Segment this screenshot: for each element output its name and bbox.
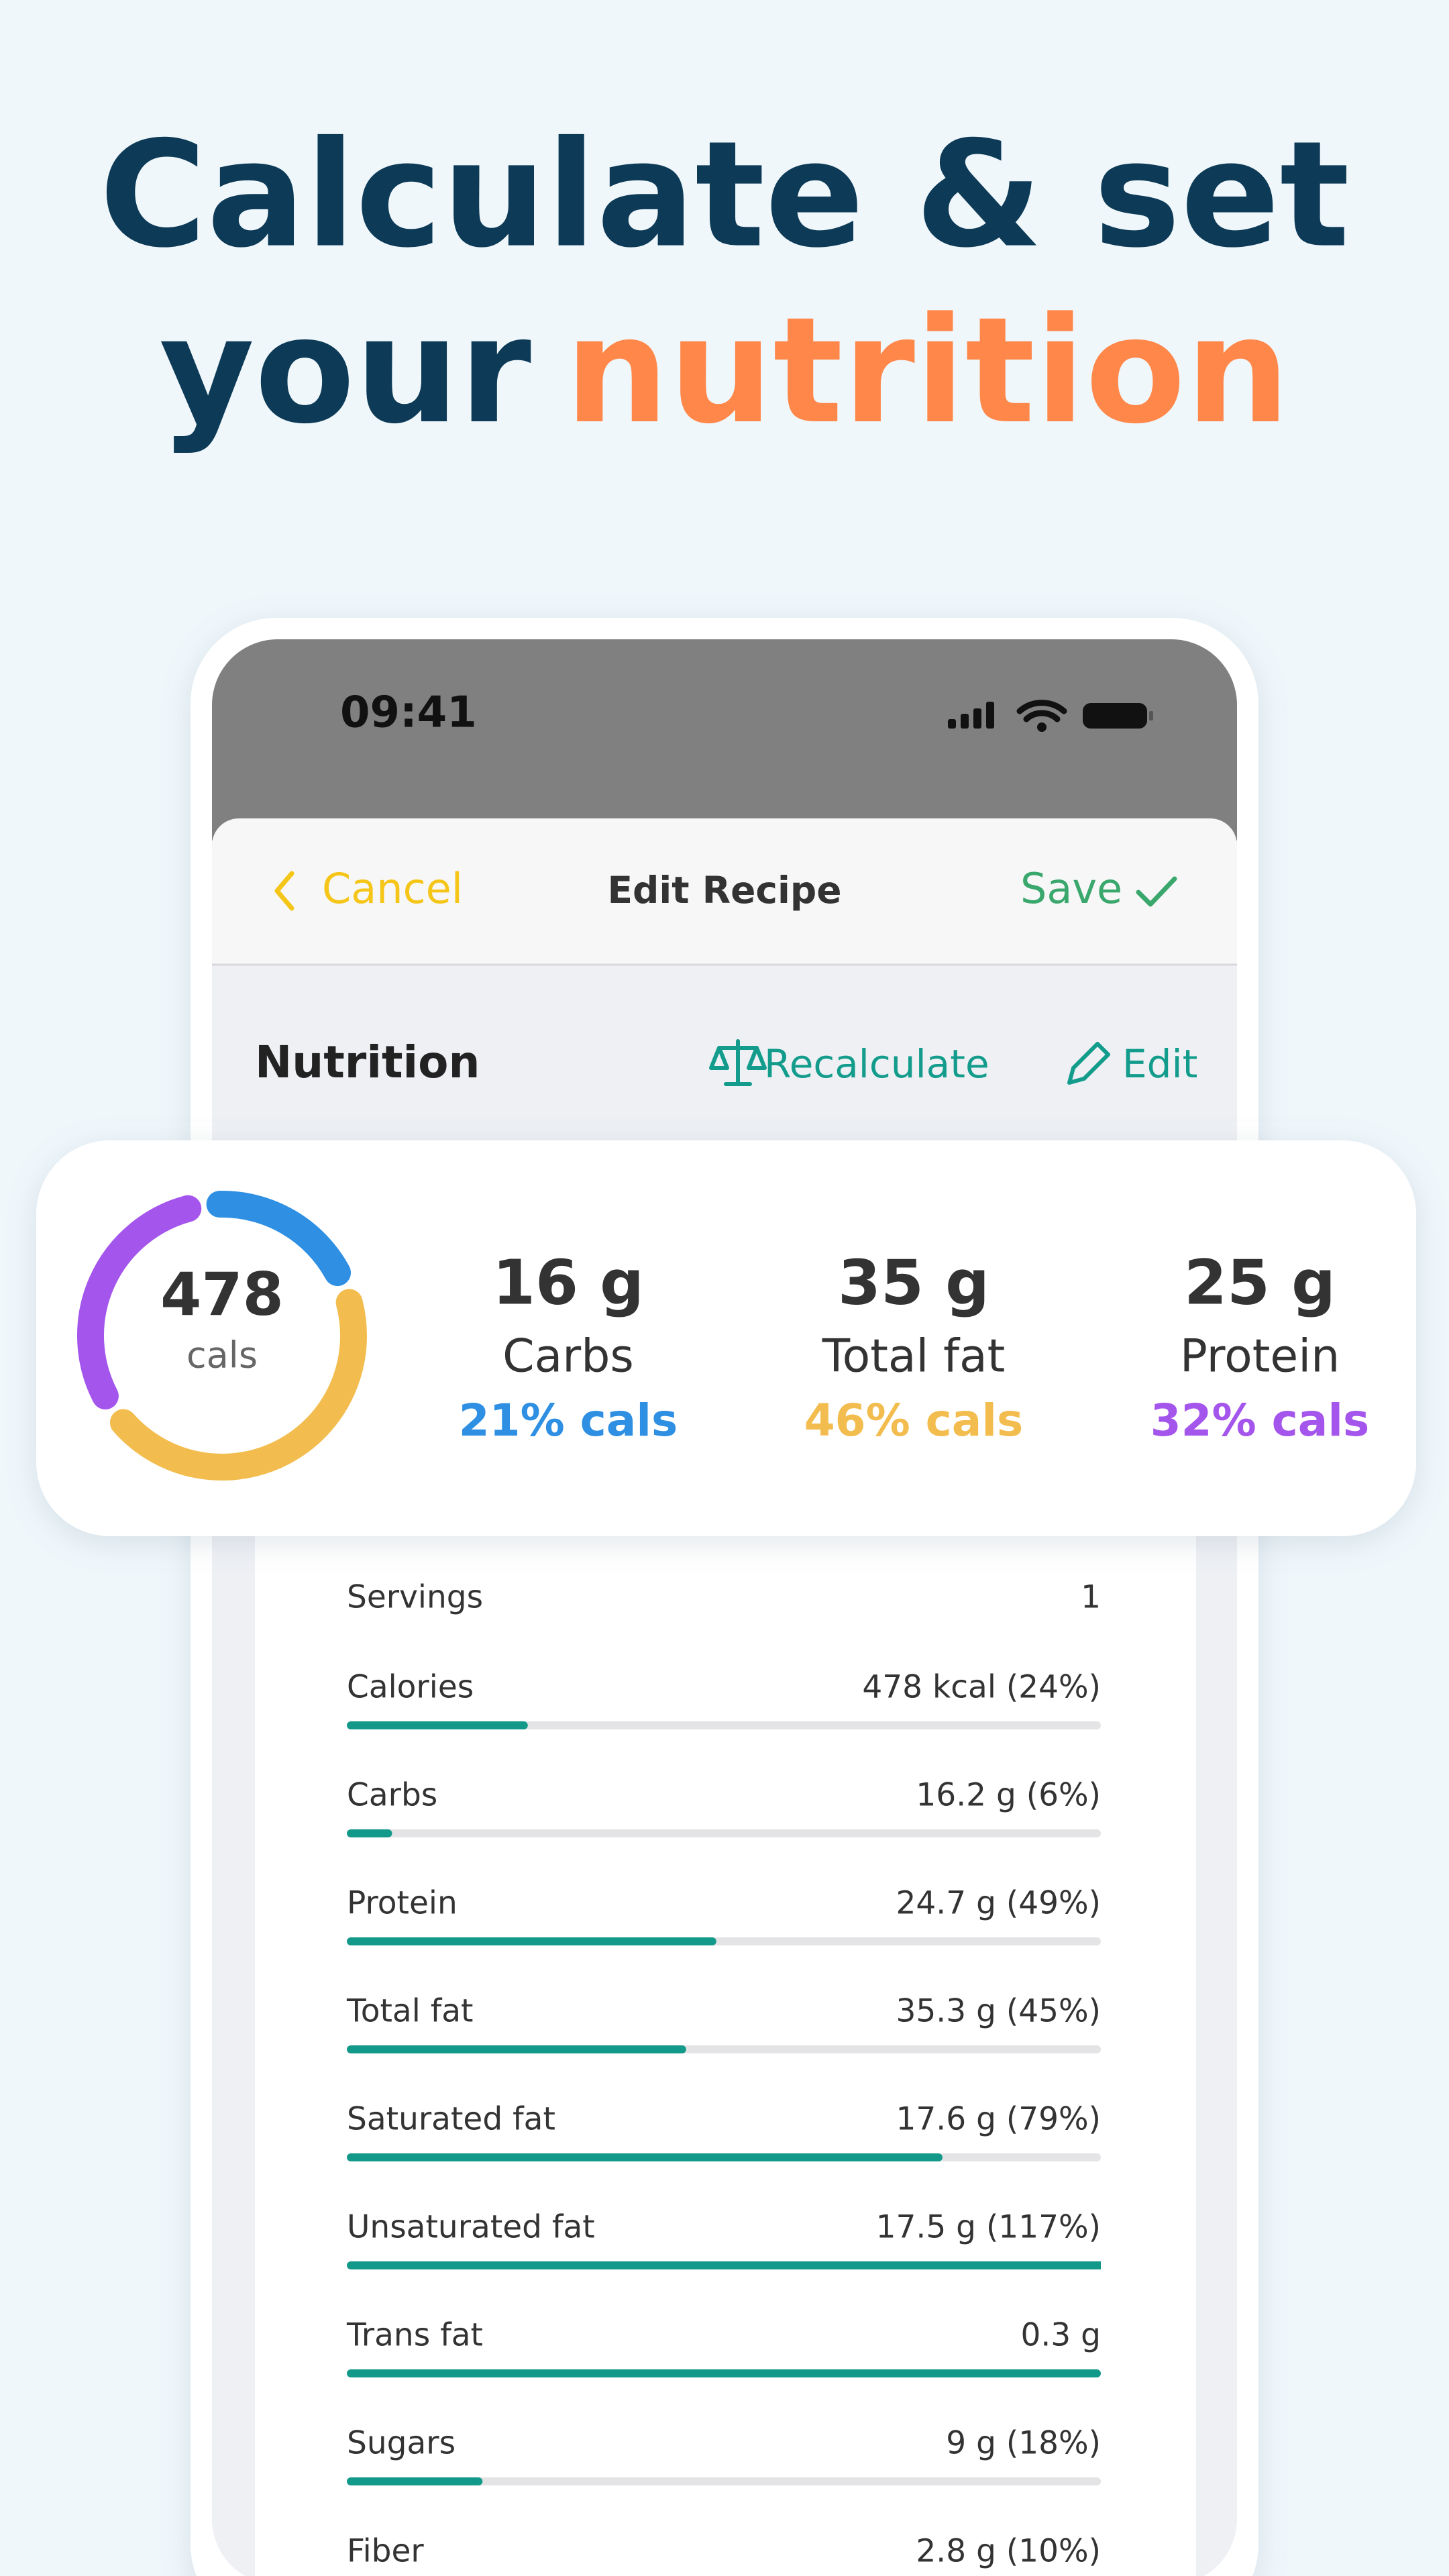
progress-bar <box>347 2153 943 2161</box>
nutrient-label: Sugars <box>347 2425 455 2462</box>
summary-card <box>36 1140 1416 1536</box>
progress-bg <box>347 2477 1101 2485</box>
macro-grams: 16 g <box>492 1246 644 1318</box>
nutrient-amount: 24.7 g (49%) <box>896 1885 1102 1922</box>
scale-icon[interactable] <box>709 1039 767 1086</box>
progress-bg <box>347 1721 1101 1729</box>
progress-bar <box>347 2477 483 2485</box>
headline-prefix: your <box>159 286 531 456</box>
calorie-ring <box>77 1191 367 1481</box>
time: 09:41 <box>340 688 477 738</box>
progress-track <box>347 1721 1101 1729</box>
nutrient-label: Saturated fat <box>347 2101 555 2138</box>
calories-value: 478 <box>160 1260 284 1329</box>
nutrient-amount: 17.6 g (79%) <box>896 2101 1102 2138</box>
macro-grams: 35 g <box>838 1246 989 1318</box>
cancel-button[interactable]: Cancel <box>322 864 463 913</box>
macro-share: 32% cals <box>1150 1395 1370 1446</box>
ring-segment <box>109 1289 367 1481</box>
headline: your nutrition <box>159 286 1289 456</box>
progress-track <box>347 2477 1101 2485</box>
progress-track <box>347 2153 1101 2161</box>
save-button[interactable]: Save <box>1020 864 1122 913</box>
macro-name: Protein <box>1180 1330 1340 1383</box>
nutrition-rows: Calories 478 kcal (24%) Carbs 16.2 g (6%) Pr… <box>346 1669 1102 2570</box>
servings-label: Servings <box>347 1579 483 1616</box>
recalculate-button[interactable]: Recalculate <box>764 1041 989 1087</box>
macros: 16 g Carbs 21% cals 35 g Total fat 46% cals 25… <box>459 1246 1370 1446</box>
wifi-icon <box>1016 700 1067 722</box>
progress-bar <box>347 1721 528 1729</box>
nutrient-amount: 0.3 g <box>1020 2317 1101 2354</box>
battery-tip <box>1149 711 1153 720</box>
headline: Calculate & set <box>99 111 1350 280</box>
progress-bar <box>347 2261 1101 2269</box>
progress-track <box>347 1829 1101 1837</box>
nutrition-panel <box>255 1503 1196 2576</box>
nutrient-label: Carbs <box>347 1777 437 1814</box>
progress-bar <box>347 1937 716 1945</box>
nutrient-label: Protein <box>347 1885 458 1922</box>
nutrient-amount: 35.3 g (45%) <box>896 1993 1102 2030</box>
status-bar <box>212 639 1237 841</box>
nav-title: Edit Recipe <box>607 869 841 912</box>
back-chevron[interactable] <box>274 871 294 911</box>
ring-segment <box>206 1191 352 1287</box>
nutrient-label: Unsaturated fat <box>347 2209 595 2246</box>
progress-track <box>347 2261 1101 2269</box>
calories-unit: cals <box>186 1334 258 1377</box>
nutrient-label: Fiber <box>347 2533 424 2570</box>
nutrient-amount: 16.2 g (6%) <box>916 1777 1101 1814</box>
battery-icon <box>1083 703 1147 729</box>
nutrient-amount: 2.8 g (10%) <box>916 2533 1101 2570</box>
wifi-icon-dot <box>1037 722 1046 732</box>
section-title: Nutrition <box>255 1036 480 1088</box>
edit-button[interactable]: Edit <box>1122 1041 1197 1087</box>
signal-icon <box>948 702 994 729</box>
servings-value: 1 <box>1081 1579 1101 1616</box>
nutrient-amount: 9 g (18%) <box>946 2425 1101 2462</box>
nutrient-label: Calories <box>347 1669 474 1706</box>
progress-bar <box>347 2369 1101 2377</box>
progress-bar <box>347 1829 392 1837</box>
headline-highlight: nutrition <box>565 286 1290 456</box>
macro-name: Carbs <box>502 1330 634 1383</box>
nav-bar <box>212 818 1237 965</box>
macro-share: 46% cals <box>804 1395 1024 1446</box>
save-check[interactable] <box>1136 876 1177 907</box>
nutrient-amount: 478 kcal (24%) <box>862 1669 1101 1706</box>
macro-name: Total fat <box>822 1330 1006 1383</box>
progress-track <box>347 2369 1101 2377</box>
phone-screen: 09:41 Cancel Edit Recipe Save Nutrition … <box>212 639 1237 2576</box>
edit-icon[interactable] <box>1067 1042 1110 1085</box>
progress-track <box>347 1937 1101 1945</box>
macro-share: 21% cals <box>459 1395 678 1446</box>
progress-track <box>347 2045 1101 2053</box>
nutrient-label: Total fat <box>346 1993 473 2030</box>
nutrient-amount: 17.5 g (117%) <box>876 2209 1101 2246</box>
progress-bg <box>347 1829 1101 1837</box>
progress-bar <box>347 2045 686 2053</box>
nutrient-label: Trans fat <box>346 2317 483 2354</box>
ring-segment <box>77 1195 202 1410</box>
macro-grams: 25 g <box>1184 1246 1336 1318</box>
